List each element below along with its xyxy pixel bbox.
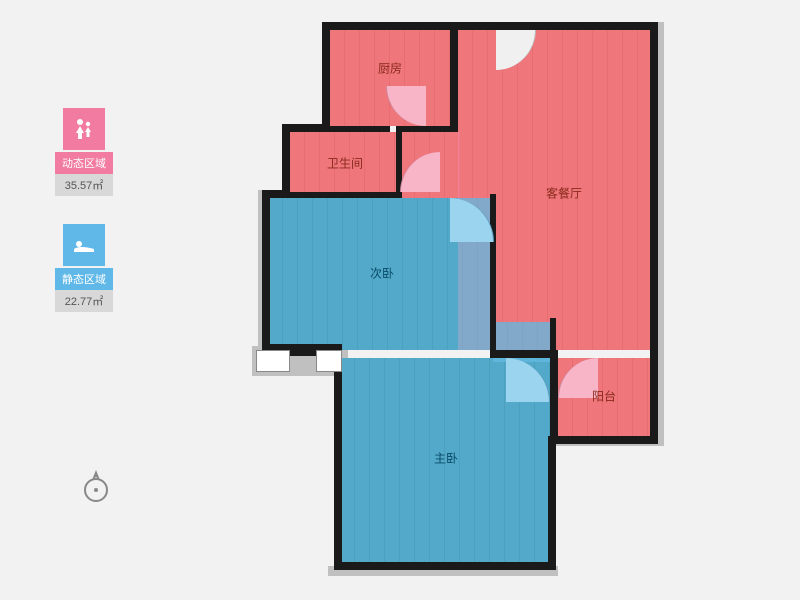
legend-value-dynamic: 35.57㎡ — [55, 174, 113, 196]
label-balcony: 阳台 — [592, 388, 616, 405]
label-bedroom1: 主卧 — [434, 450, 458, 467]
label-living: 客餐厅 — [546, 185, 582, 202]
people-icon — [63, 108, 105, 150]
label-bathroom: 卫生间 — [327, 155, 363, 172]
legend-item-dynamic: 动态区域 35.57㎡ — [55, 108, 113, 196]
legend-panel: 动态区域 35.57㎡ 静态区域 22.77㎡ — [55, 108, 113, 340]
sleep-icon — [63, 224, 105, 266]
window-1 — [256, 350, 290, 372]
label-kitchen: 厨房 — [378, 60, 402, 77]
window-2 — [316, 350, 342, 372]
floorplan: 厨房 卫生间 客餐厅 阳台 次卧 主卧 — [268, 18, 680, 588]
label-bedroom2: 次卧 — [370, 265, 394, 282]
legend-item-static: 静态区域 22.77㎡ — [55, 224, 113, 312]
compass-icon — [80, 468, 112, 509]
overlay-dynamic — [330, 30, 450, 126]
legend-label-dynamic: 动态区域 — [55, 152, 113, 174]
legend-label-static: 静态区域 — [55, 268, 113, 290]
legend-value-static: 22.77㎡ — [55, 290, 113, 312]
